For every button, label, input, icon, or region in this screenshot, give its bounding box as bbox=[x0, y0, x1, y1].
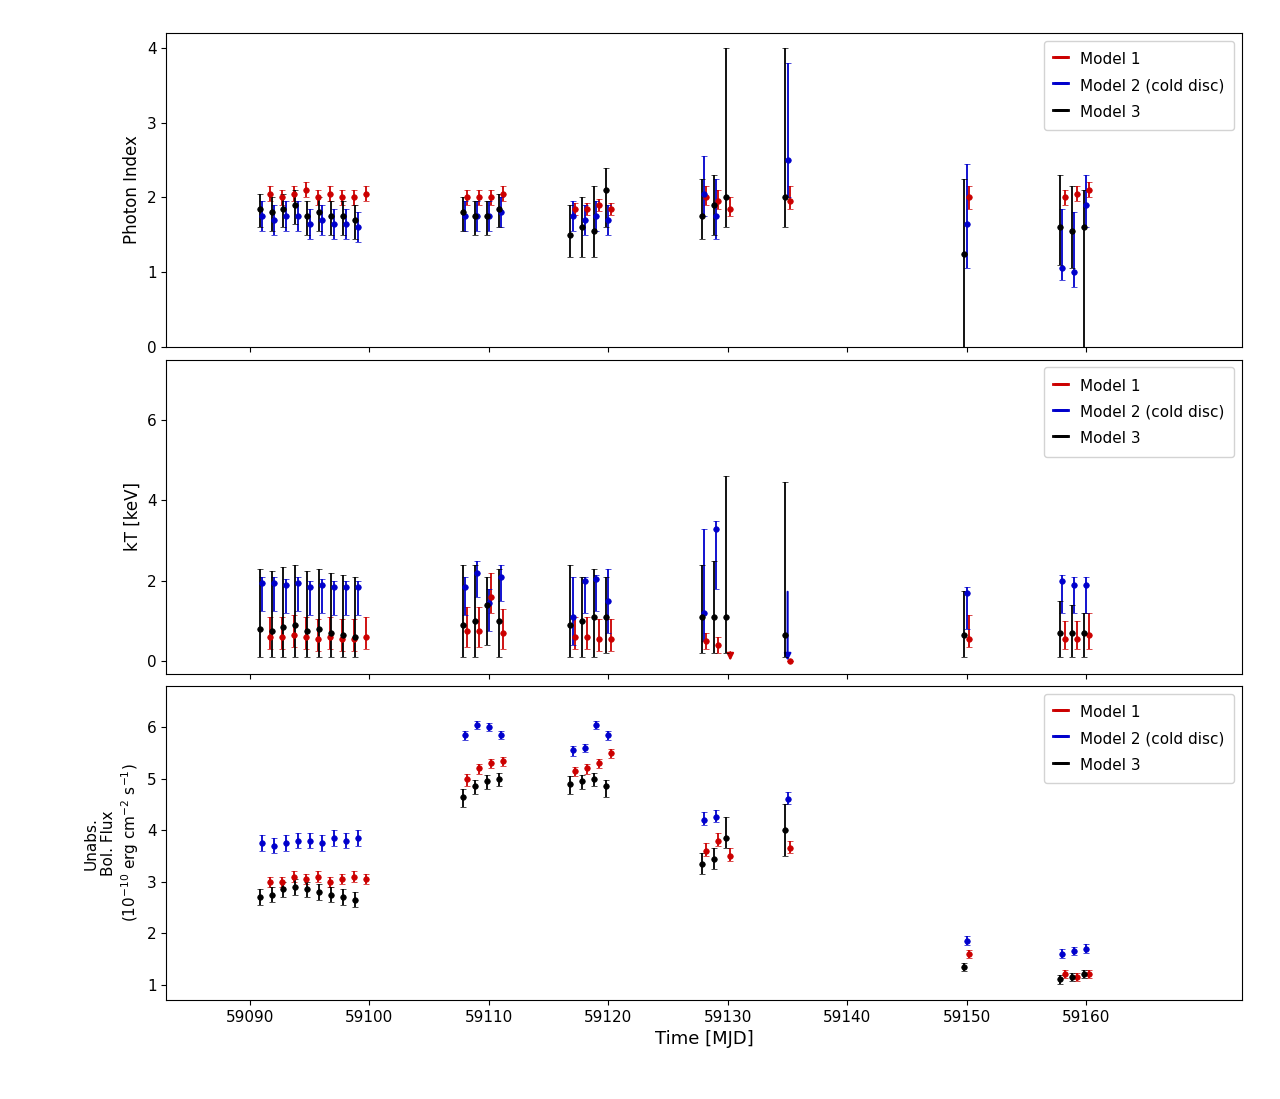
Y-axis label: Unabs.
Bol. Flux
$(10^{-10}$ erg cm$^{-2}$ s$^{-1})$: Unabs. Bol. Flux $(10^{-10}$ erg cm$^{-2… bbox=[84, 764, 141, 922]
Y-axis label: Photon Index: Photon Index bbox=[123, 135, 141, 244]
Y-axis label: kT [keV]: kT [keV] bbox=[123, 482, 141, 551]
X-axis label: Time [MJD]: Time [MJD] bbox=[654, 1031, 754, 1048]
Legend: Model 1, Model 2 (cold disc), Model 3: Model 1, Model 2 (cold disc), Model 3 bbox=[1043, 693, 1234, 784]
Legend: Model 1, Model 2 (cold disc), Model 3: Model 1, Model 2 (cold disc), Model 3 bbox=[1043, 41, 1234, 130]
Legend: Model 1, Model 2 (cold disc), Model 3: Model 1, Model 2 (cold disc), Model 3 bbox=[1043, 367, 1234, 457]
